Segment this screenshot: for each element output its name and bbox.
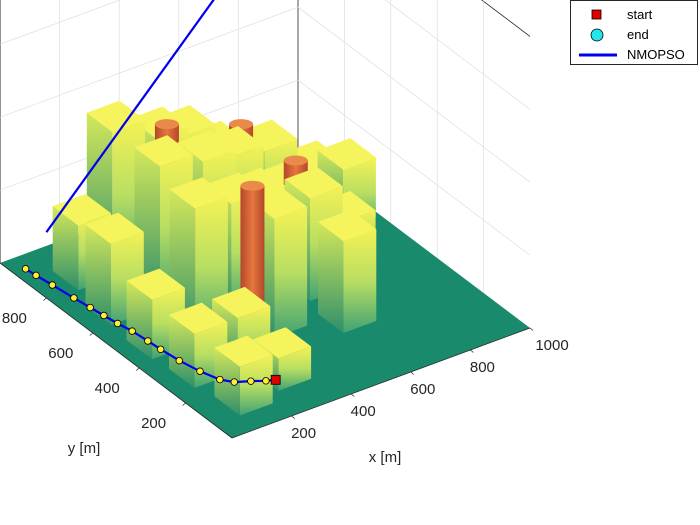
path-waypoint <box>70 294 78 302</box>
y-tick-label: 200 <box>141 415 166 432</box>
path-waypoint <box>21 265 30 273</box>
building-roof <box>239 119 298 151</box>
cylinder-top <box>240 180 265 191</box>
cylinder-top <box>154 119 179 130</box>
building-roof <box>126 268 185 300</box>
x-tick-mark <box>291 415 295 419</box>
building-roof <box>318 209 377 242</box>
legend: start end NMOPSO <box>570 0 698 65</box>
building-roof <box>252 327 312 359</box>
building-side-face <box>318 221 344 333</box>
y-tick-mark <box>43 297 47 301</box>
path-waypoint <box>230 378 238 386</box>
y-tick-mark <box>89 332 94 336</box>
x-tick-label: 400 <box>351 403 376 420</box>
building-roof <box>317 138 376 170</box>
building-roof <box>205 126 264 158</box>
legend-label-end: end <box>627 27 649 42</box>
legend-label-nmopso: NMOPSO <box>627 47 685 62</box>
x-tick-mark <box>350 393 355 397</box>
start-marker-icon <box>591 9 602 20</box>
building-roof <box>169 302 228 334</box>
legend-entry-end: end <box>571 25 697 45</box>
building-front-face <box>278 346 312 391</box>
x-tick-label: 1000 <box>535 337 568 354</box>
gridline-z <box>0 6 531 183</box>
path-waypoint <box>156 345 165 353</box>
axis-ticks: 200 400 600 800 1000 200 400 600 800 <box>0 262 569 442</box>
building-roof <box>284 167 343 199</box>
x-tick-mark <box>470 349 474 353</box>
path-waypoint <box>113 319 122 328</box>
path-waypoint <box>247 377 255 385</box>
path-waypoint <box>196 367 204 375</box>
y-axis-label: y [m] <box>68 440 101 457</box>
path-line-upper <box>45 0 215 233</box>
y-tick-mark <box>182 402 186 406</box>
x-tick-mark <box>529 327 534 331</box>
path-waypoint <box>262 377 270 385</box>
path-waypoint <box>86 303 94 312</box>
building-front-face <box>274 206 308 338</box>
path-waypoint <box>216 375 224 384</box>
building-front-face <box>343 229 377 333</box>
building-roof <box>212 286 271 319</box>
box-top-edge <box>481 0 531 37</box>
end-marker-icon <box>590 28 604 42</box>
building-roof <box>157 105 216 137</box>
path-waypoint <box>100 311 108 320</box>
x-axis-label: x [m] <box>369 449 402 466</box>
y-tick-label: 600 <box>48 345 73 362</box>
building-roof <box>85 212 144 244</box>
path-series <box>21 0 281 386</box>
building-roof <box>169 177 228 209</box>
y-tick-label: 400 <box>95 380 120 397</box>
x-tick-label: 200 <box>291 425 316 442</box>
legend-label-start: start <box>627 7 653 22</box>
building-side-face <box>52 206 79 291</box>
path-waypoint <box>48 281 57 289</box>
building-roof <box>214 335 273 367</box>
path-waypoint <box>32 271 40 280</box>
x-axis-line <box>231 327 531 439</box>
y-tick-mark <box>135 367 140 371</box>
path-waypoint <box>128 327 136 335</box>
building-roof <box>86 100 146 132</box>
building-front-face <box>239 354 273 416</box>
cylinder-top <box>229 119 254 130</box>
building-roof <box>134 135 193 167</box>
gridline-z <box>0 0 531 110</box>
building-roof <box>177 130 236 162</box>
legend-entry-nmopso: NMOPSO <box>571 45 697 65</box>
building-side-face <box>85 224 111 325</box>
cylinder-top <box>283 155 308 166</box>
y-tick-label: 800 <box>2 310 27 327</box>
legend-entry-start: start <box>571 5 697 25</box>
x-tick-mark <box>410 371 415 375</box>
obstacles <box>52 100 377 416</box>
building-side-face <box>169 314 195 388</box>
x-tick-label: 600 <box>410 381 435 398</box>
x-tick-label: 800 <box>470 359 495 376</box>
path-waypoint <box>144 337 152 345</box>
start-marker <box>270 374 281 385</box>
building <box>318 209 377 333</box>
line-icon <box>579 53 617 57</box>
path-waypoint <box>175 356 183 365</box>
y-axis-line <box>0 262 233 439</box>
